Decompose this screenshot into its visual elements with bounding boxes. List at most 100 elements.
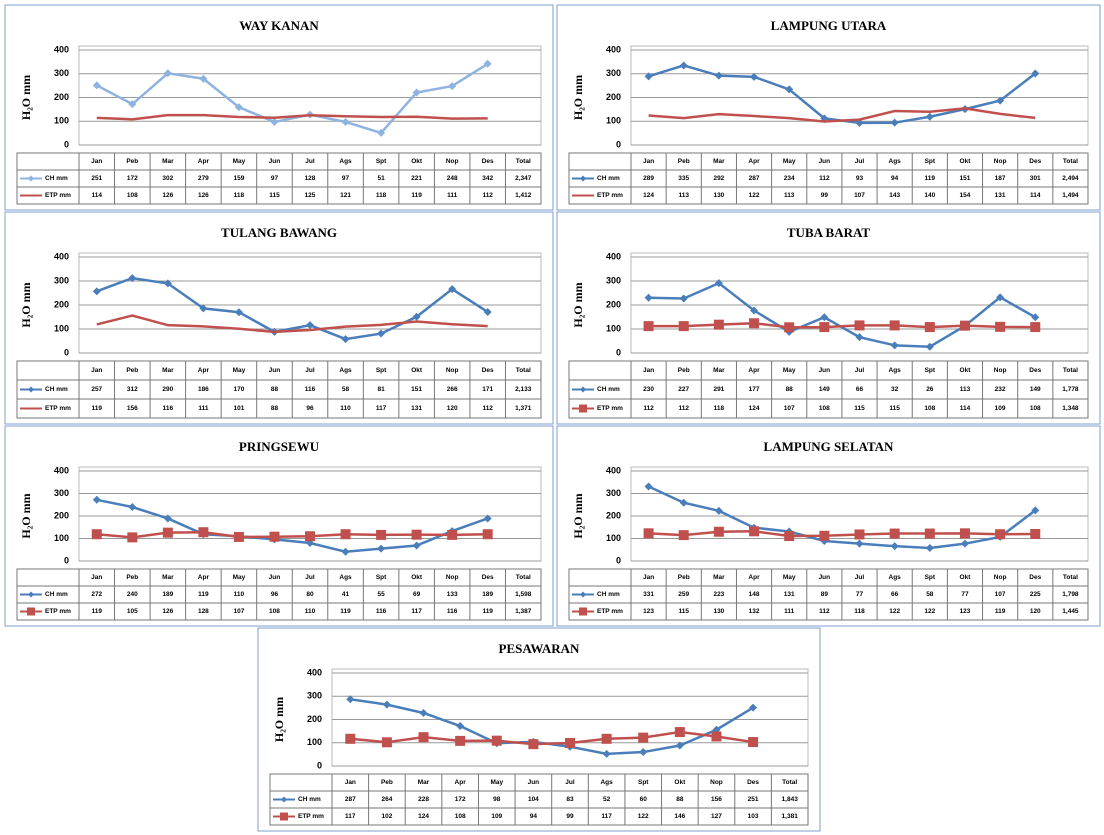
table-value: 279	[198, 175, 209, 182]
y-tick-label: 300	[606, 488, 621, 498]
point	[855, 539, 864, 548]
table-value: 125	[305, 192, 316, 199]
table-value: 51	[377, 175, 385, 182]
table-value: 128	[198, 608, 209, 615]
table-value: 107	[854, 192, 865, 199]
x-tick-label: Jun	[269, 158, 281, 165]
x-tick-label: Okt	[960, 574, 972, 581]
table-header: Total	[516, 574, 531, 581]
table-value: 130	[713, 192, 724, 199]
table-value: 94	[891, 175, 899, 182]
point	[483, 514, 492, 523]
table-value: 234	[784, 175, 795, 182]
table-value: 146	[674, 813, 685, 820]
point	[269, 531, 280, 542]
table-value: 26	[926, 386, 934, 393]
y-tick-label: 400	[606, 465, 621, 475]
legend-label: CH mm	[597, 175, 620, 182]
point	[924, 322, 935, 333]
y-tick-label: 0	[317, 760, 322, 770]
y-tick-label: 100	[606, 116, 621, 126]
y-axis-label: H₂O mm	[19, 75, 33, 120]
y-tick-label: 100	[54, 533, 69, 543]
y-tick-label: 100	[606, 323, 621, 333]
table-value: 331	[643, 591, 654, 598]
x-tick-label: Okt	[411, 574, 423, 581]
point	[639, 748, 648, 757]
x-tick-label: May	[233, 367, 246, 374]
table-value: 115	[269, 192, 280, 199]
y-tick-label: 400	[606, 251, 621, 261]
x-tick-label: Nop	[994, 367, 1007, 374]
table-value: 109	[491, 813, 502, 820]
table-value: 342	[482, 175, 493, 182]
table-total: 1,494	[1062, 192, 1079, 199]
series-line	[96, 62, 489, 135]
table-value: 131	[784, 591, 795, 598]
x-tick-label: Okt	[411, 367, 423, 374]
table-value: 113	[678, 192, 689, 199]
point	[565, 737, 575, 748]
chart-title: TULANG BAWANG	[221, 225, 337, 240]
x-tick-label: May	[783, 574, 796, 581]
point	[345, 733, 356, 744]
table-value: 83	[566, 796, 574, 803]
point	[644, 293, 653, 302]
x-tick-label: Ags	[889, 158, 902, 165]
chart-frame	[4, 425, 554, 627]
chart: LAMPUNG SELATAN 0 100 200 300 400 H₂O mm Jan Peb…	[556, 425, 1101, 627]
point	[679, 498, 688, 507]
x-tick-label: Jul	[855, 158, 865, 165]
table-value: 117	[376, 405, 387, 412]
point	[643, 528, 654, 539]
y-tick-label: 300	[307, 691, 322, 701]
table-value: 172	[455, 796, 466, 803]
legend-label: CH mm	[45, 175, 68, 182]
chart: TULANG BAWANG 0 100 200 300 400 H₂O mm Jan Peb Ma…	[4, 211, 554, 425]
x-tick-label: Jul	[305, 367, 315, 374]
point	[714, 279, 723, 288]
table-value: 115	[889, 405, 900, 412]
chart-title: TUBA BARAT	[787, 225, 871, 240]
point	[92, 287, 101, 296]
x-tick-label: Des	[1029, 367, 1041, 374]
y-tick-label: 100	[307, 737, 322, 747]
table-value: 149	[1030, 386, 1041, 393]
legend-label: CH mm	[597, 591, 620, 598]
table-value: 111	[784, 608, 795, 615]
table-value: 108	[127, 192, 138, 199]
point	[341, 335, 350, 344]
series-line	[96, 530, 488, 539]
legend-marker	[579, 404, 587, 413]
point	[411, 529, 422, 540]
point	[960, 539, 969, 548]
y-tick-label: 200	[54, 92, 69, 102]
legend-marker	[27, 607, 35, 616]
table-value: 148	[749, 591, 760, 598]
table-value: 126	[198, 192, 209, 199]
table-value: 114	[960, 405, 971, 412]
point	[1030, 322, 1041, 333]
table-value: 186	[198, 386, 209, 393]
table-value: 112	[482, 405, 493, 412]
point	[749, 526, 760, 537]
table-value: 88	[271, 405, 279, 412]
table-value: 119	[482, 608, 493, 615]
point	[890, 341, 899, 350]
series-line	[648, 281, 1036, 349]
table-value: 187	[995, 175, 1006, 182]
table-total: 1,778	[1062, 386, 1079, 393]
table-value: 99	[566, 813, 574, 820]
point	[959, 528, 970, 539]
x-tick-label: Okt	[674, 779, 686, 786]
x-tick-label: Des	[1029, 158, 1041, 165]
x-tick-label: Jan	[91, 158, 102, 165]
x-tick-label: Nop	[994, 158, 1007, 165]
table-value: 124	[643, 192, 654, 199]
point	[714, 71, 723, 80]
table-value: 117	[601, 813, 612, 820]
table-value: 240	[127, 591, 138, 598]
chart: WAY KANAN 0 100 200 300 400 H₂O mm Jan Peb Mar Apr…	[4, 4, 554, 211]
table-value: 112	[819, 175, 830, 182]
